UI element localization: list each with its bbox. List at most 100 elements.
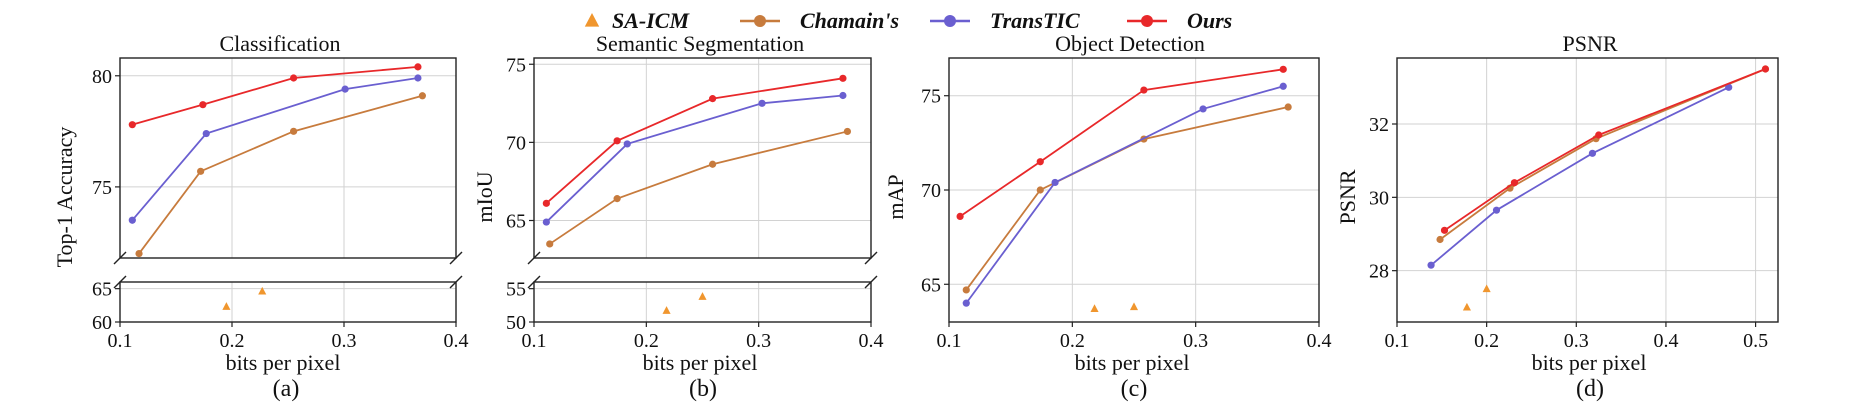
data-point-transtic — [202, 129, 210, 138]
x-axis-label: bits per pixel — [1075, 350, 1190, 375]
x-tick-label: 0.3 — [1564, 330, 1589, 352]
y-axis-label: mIoU — [472, 171, 497, 222]
y-tick-label: 50 — [506, 312, 526, 334]
legend-label-transtic: TransTIC — [990, 8, 1080, 33]
x-axis-label: bits per pixel — [226, 350, 341, 375]
data-point-chamain-s — [290, 127, 298, 135]
axis-break-mark — [449, 275, 463, 289]
data-point-ours — [1510, 179, 1519, 187]
data-point-ours — [542, 199, 550, 207]
data-point-transtic — [542, 218, 550, 226]
x-tick-label: 0.1 — [937, 330, 962, 352]
data-point-transtic — [341, 85, 349, 93]
data-point-ours — [1440, 226, 1449, 234]
data-point-ours — [128, 121, 136, 129]
y-tick-label: 65 — [92, 279, 112, 301]
x-tick-label: 0.2 — [1060, 330, 1085, 352]
series-line-transtic — [965, 85, 1284, 304]
data-point-transtic — [414, 74, 422, 82]
data-point-ours — [199, 101, 207, 109]
axes-frame-main — [948, 57, 1320, 323]
legend-item-sa-icm: SA-ICM — [584, 8, 690, 33]
legend-marker-sa-icm — [584, 13, 600, 27]
x-tick-label: 0.3 — [746, 330, 771, 352]
legend-marker-transtic — [944, 15, 956, 27]
data-point-sa-icm — [222, 302, 231, 310]
data-point-ours — [1761, 65, 1770, 73]
data-point-transtic — [1427, 261, 1435, 269]
x-tick-label: 0.1 — [108, 330, 133, 352]
data-point-ours — [1036, 158, 1044, 166]
y-tick-label: 65 — [921, 274, 941, 296]
x-tick-label: 0.3 — [1183, 330, 1208, 352]
data-point-sa-icm — [1482, 284, 1491, 293]
legend-label-chamain-s: Chamain's — [800, 8, 899, 33]
series-line-transtic — [545, 94, 844, 223]
data-point-sa-icm — [698, 292, 707, 300]
data-point-transtic — [962, 299, 970, 307]
panel-caption: (c) — [1121, 376, 1148, 402]
axes-frame-lower — [533, 281, 872, 323]
axis-break-mark — [527, 275, 541, 289]
series-line-ours — [132, 65, 419, 126]
data-point-chamain-s — [418, 92, 426, 100]
data-point-ours — [1595, 131, 1603, 139]
y-tick-label: 75 — [506, 54, 526, 76]
data-point-ours — [1279, 65, 1287, 73]
data-point-transtic — [758, 99, 766, 107]
series-line-ours — [959, 68, 1284, 218]
series-line-ours — [545, 77, 844, 204]
data-point-transtic — [1588, 149, 1597, 157]
y-axis-label: PSNR — [1335, 169, 1360, 224]
axis-break-mark — [113, 275, 127, 289]
panel-title: Classification — [220, 31, 341, 56]
x-tick-label: 0.2 — [220, 330, 245, 352]
y-tick-label: 70 — [506, 132, 526, 154]
data-point-sa-icm — [258, 286, 267, 295]
data-point-sa-icm — [662, 306, 671, 314]
panel-title: Semantic Segmentation — [596, 31, 804, 56]
data-point-chamain-s — [613, 195, 621, 203]
axis-break-mark — [527, 251, 541, 265]
legend-item-ours: Ours — [1127, 8, 1232, 33]
y-axis-label: mAP — [883, 174, 908, 219]
data-point-chamain-s — [197, 167, 205, 175]
y-tick-label: 30 — [1369, 187, 1389, 209]
x-tick-label: 0.5 — [1743, 330, 1768, 352]
axes-frame-upper — [119, 57, 457, 259]
legend-item-chamain-s: Chamain's — [740, 8, 899, 33]
data-point-sa-icm — [1129, 302, 1139, 311]
series-line-chamain-s — [965, 106, 1289, 291]
panel-title: Object Detection — [1055, 31, 1205, 56]
y-tick-label: 60 — [92, 312, 112, 334]
data-point-ours — [613, 137, 621, 145]
legend: SA-ICM Chamain's TransTIC Ours — [584, 8, 1232, 33]
axes-frame-lower — [119, 281, 457, 323]
data-point-chamain-s — [1284, 103, 1292, 111]
x-tick-label: 0.2 — [634, 330, 659, 352]
x-tick-label: 0.4 — [1307, 330, 1332, 352]
x-tick-label: 0.4 — [1653, 330, 1678, 352]
data-point-ours — [290, 74, 298, 82]
axis-break-mark — [864, 251, 878, 265]
legend-label-ours: Ours — [1187, 8, 1232, 33]
data-point-ours — [709, 95, 717, 103]
legend-marker-ours — [1141, 15, 1153, 27]
panel-b: 65 70 75 50 55 0.1 0.2 0.3 0.4 Semantic Segmentat… — [472, 31, 884, 402]
panel-caption: (d) — [1576, 376, 1604, 402]
data-point-ours — [956, 212, 964, 220]
data-point-chamain-s — [546, 240, 554, 248]
legend-item-transtic: TransTIC — [930, 8, 1080, 33]
y-tick-label: 65 — [506, 211, 526, 233]
axes-frame-main — [1396, 57, 1779, 323]
series-line-transtic — [131, 77, 419, 221]
data-point-chamain-s — [1036, 186, 1044, 194]
data-point-transtic — [1279, 82, 1287, 90]
x-tick-label: 0.1 — [1385, 330, 1410, 352]
y-tick-label: 28 — [1369, 261, 1389, 283]
y-tick-label: 70 — [921, 180, 941, 202]
x-tick-label: 0.3 — [332, 330, 357, 352]
data-point-transtic — [1051, 178, 1059, 187]
axis-break-mark — [113, 251, 127, 265]
panel-caption: (b) — [689, 376, 717, 402]
